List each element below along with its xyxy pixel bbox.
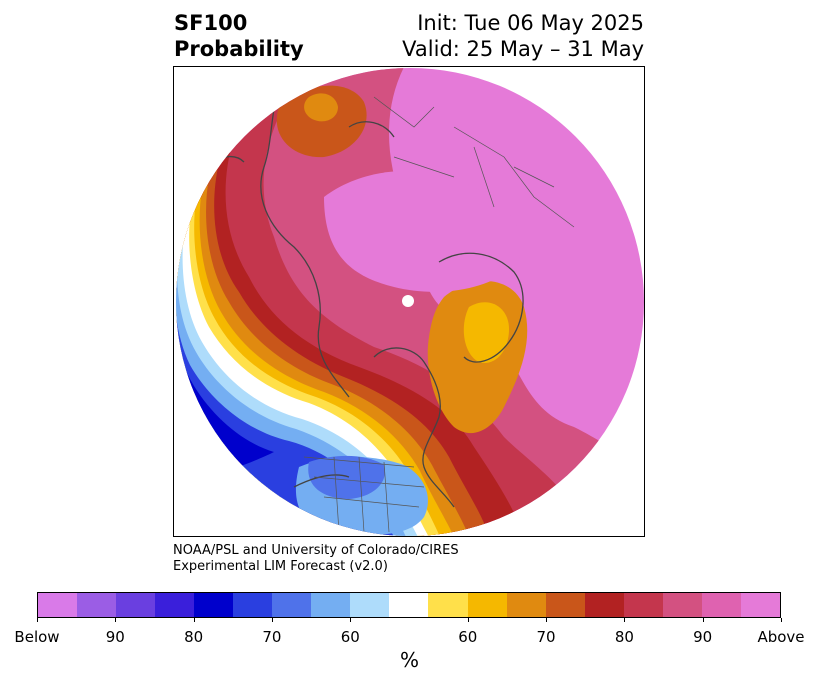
colorbar-cell [272, 593, 312, 617]
colorbar-tick-mark [467, 618, 469, 622]
colorbar-tick-mark [546, 618, 548, 622]
colorbar-cell [701, 593, 741, 617]
colorbar-cell [428, 593, 468, 617]
colorbar-tick-mark [350, 618, 352, 622]
colorbar-cell [584, 593, 624, 617]
colorbar-cell [545, 593, 585, 617]
title-kind: Probability [174, 37, 304, 61]
colorbar-tick-mark [702, 618, 704, 622]
colorbar-tick-label: 60 [458, 628, 478, 646]
colorbar-tick-label: 70 [262, 628, 282, 646]
colorbar-tick-label: 80 [184, 628, 204, 646]
country-borders [303, 96, 575, 533]
colorbar-tick-label: Above [757, 628, 805, 646]
colorbar-cell [389, 593, 429, 617]
colorbar-unit: % [399, 648, 419, 672]
title-right: Init: Tue 06 May 2025 Valid: 25 May – 31… [402, 10, 644, 62]
colorbar-tick-mark [624, 618, 626, 622]
colorbar [37, 592, 781, 618]
colorbar-tick-label: 80 [614, 628, 634, 646]
colorbar-tick-mark [271, 618, 273, 622]
colorbar-cell [116, 593, 156, 617]
colorbar-cell [623, 593, 663, 617]
colorbar-tick-label: 90 [105, 628, 125, 646]
colorbar-tick-label: 60 [340, 628, 360, 646]
probability-field [176, 68, 644, 536]
title-left: SF100 Probability [174, 10, 304, 62]
colorbar-cell [194, 593, 234, 617]
colorbar-cell [350, 593, 390, 617]
colorbar-cell [155, 593, 195, 617]
credit-line1: NOAA/PSL and University of Colorado/CIRE… [173, 543, 459, 558]
colorbar-cell [311, 593, 351, 617]
colorbar-tick-label: 70 [536, 628, 556, 646]
colorbar-tick-mark [115, 618, 117, 622]
colorbar-cell [77, 593, 117, 617]
colorbar-tick-mark [37, 618, 38, 622]
colorbar-cell [662, 593, 702, 617]
colorbar-tick-label: Below [14, 628, 60, 646]
colorbar-tick-mark [193, 618, 195, 622]
colorbar-cell [506, 593, 546, 617]
colorbar-cell [467, 593, 507, 617]
colorbar-tick-label: 90 [693, 628, 713, 646]
forecast-map [176, 68, 644, 536]
colorbar-cell [740, 593, 780, 617]
colorbar-tick-mark [781, 618, 782, 622]
colorbar-cell [38, 593, 78, 617]
credit: NOAA/PSL and University of Colorado/CIRE… [173, 543, 459, 575]
map-panel [173, 66, 645, 537]
colorbar-ticks: Below 90 80 70 60 60 70 80 90 Above [0, 618, 819, 646]
title-field: SF100 [174, 11, 248, 35]
init-date: Init: Tue 06 May 2025 [417, 11, 644, 35]
valid-range: Valid: 25 May – 31 May [402, 37, 644, 61]
credit-line2: Experimental LIM Forecast (v2.0) [173, 559, 388, 574]
colorbar-cell [233, 593, 273, 617]
coastlines [203, 76, 524, 508]
